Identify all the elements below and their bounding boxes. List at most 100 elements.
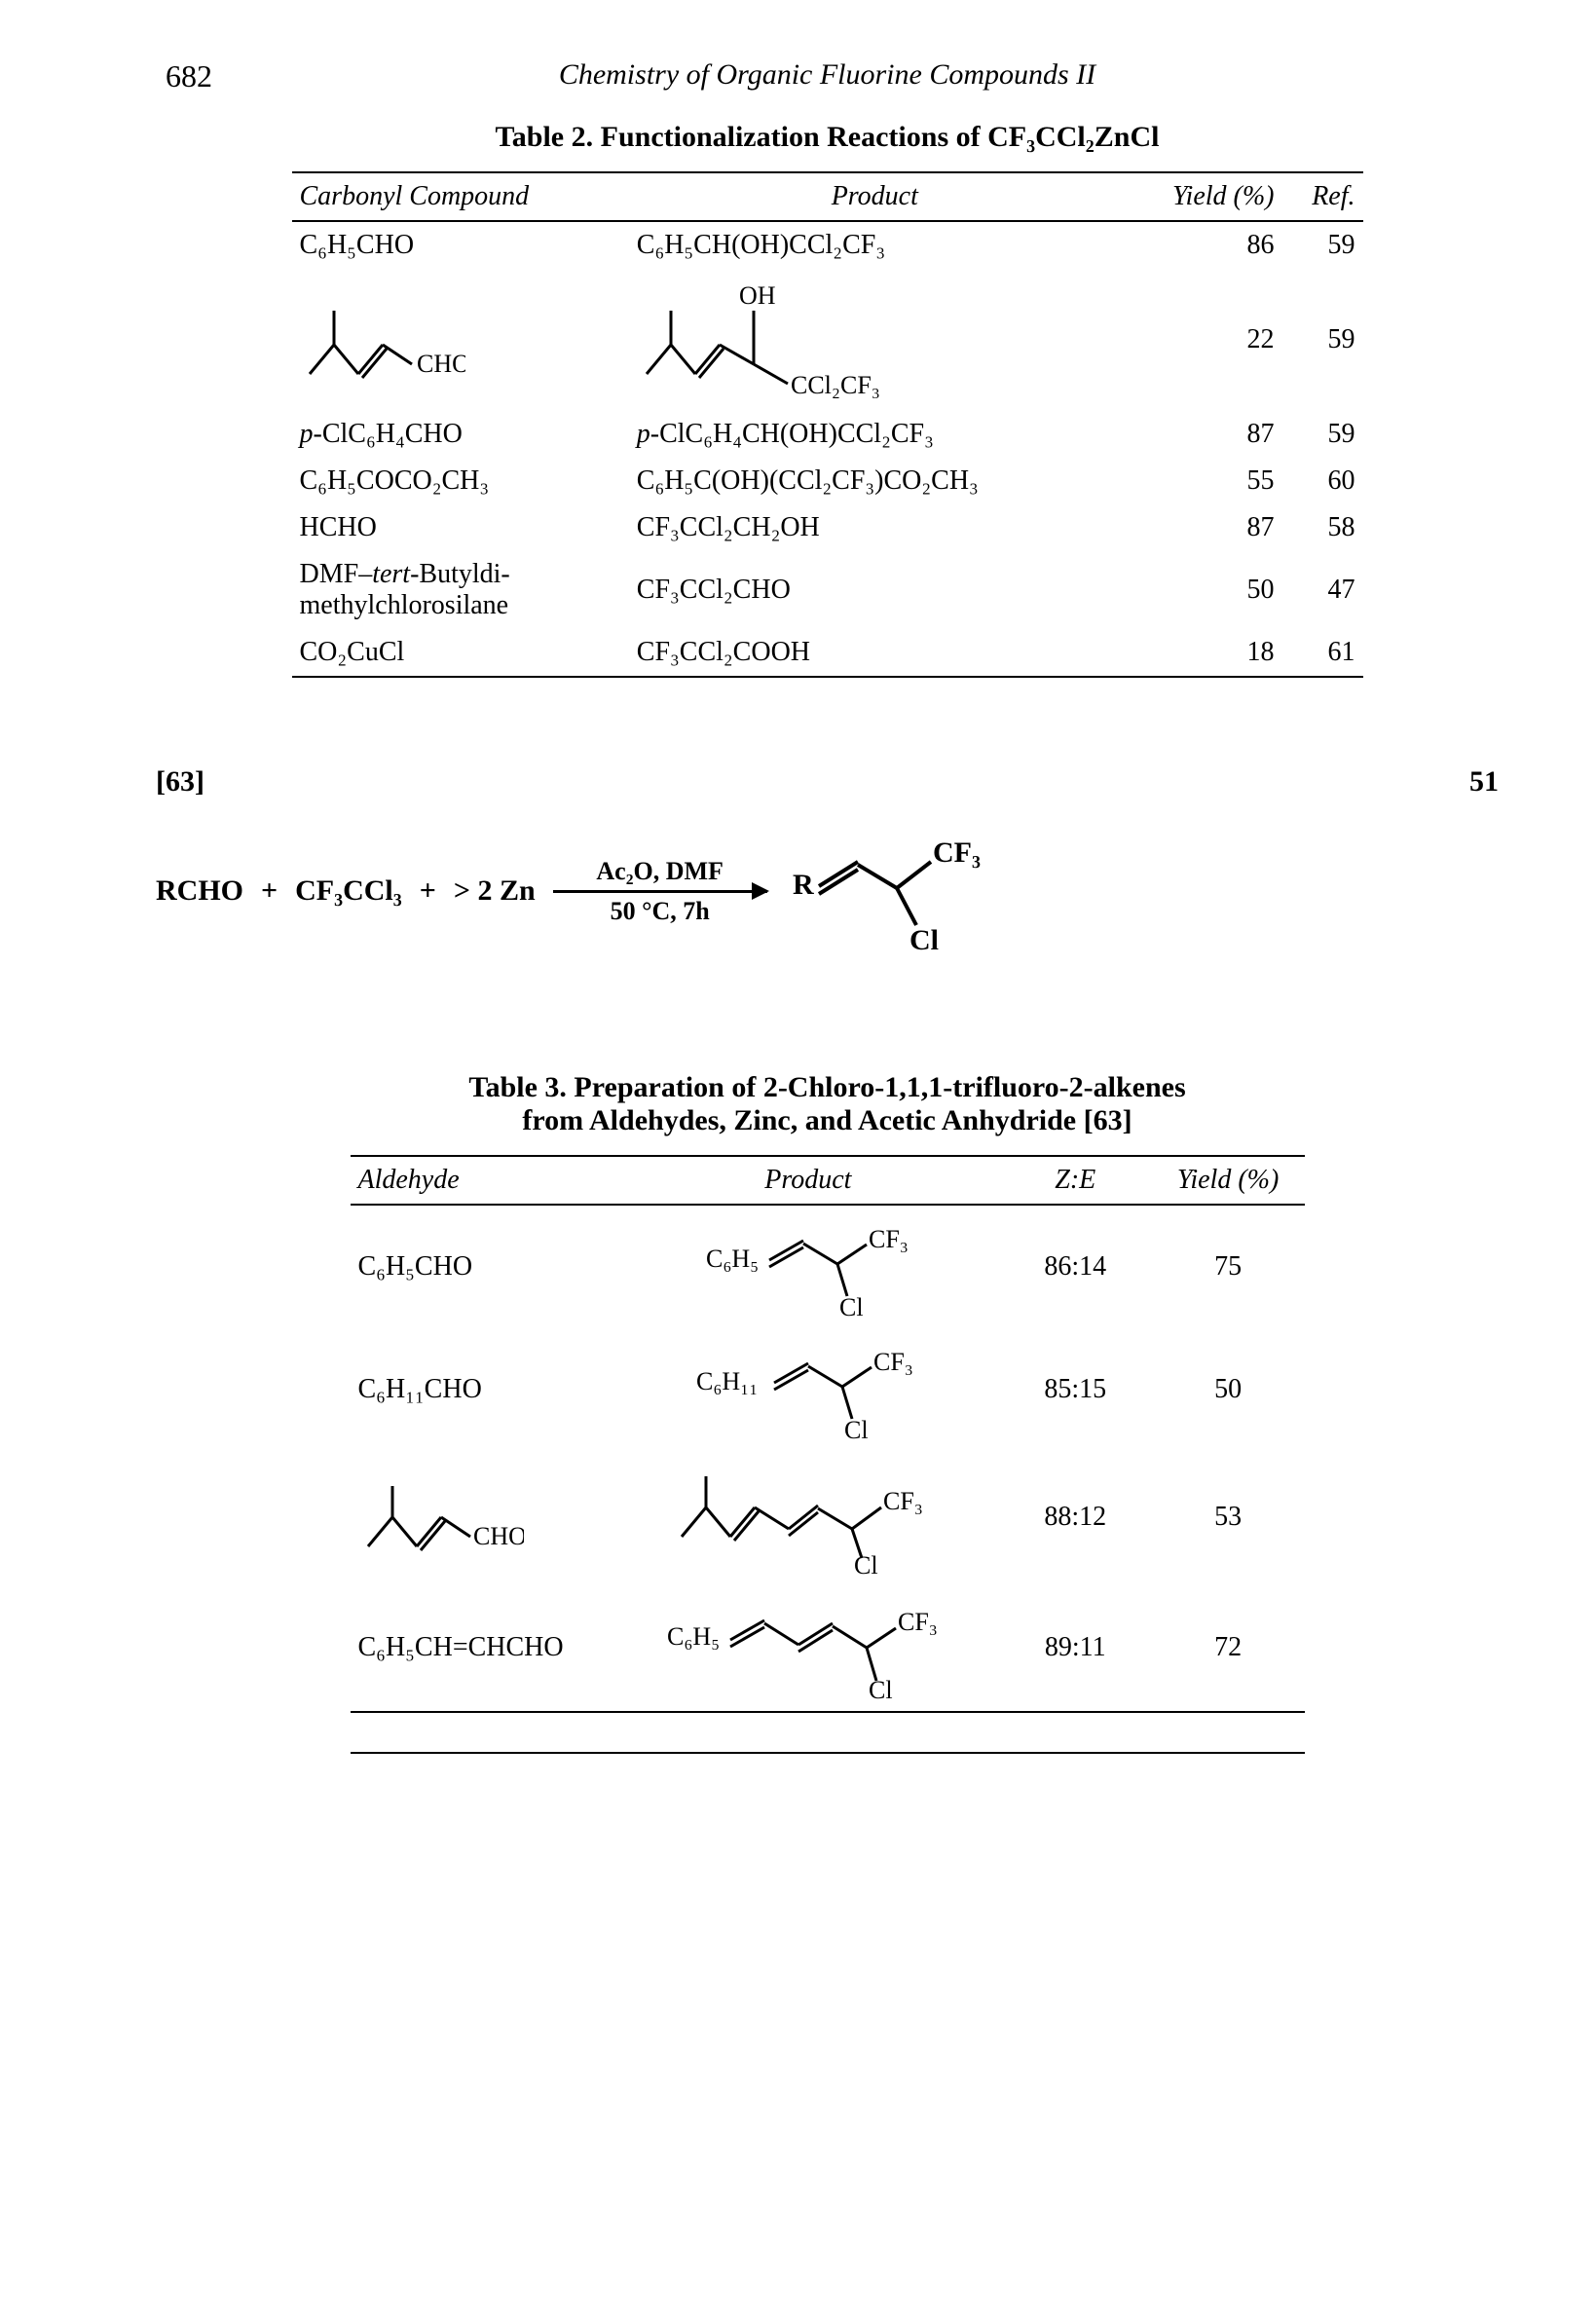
table3-bottom-rule bbox=[351, 1752, 1305, 1754]
s-lhs-0: RCHO bbox=[156, 874, 243, 908]
svg-text:C₆H₅: C₆H₅ bbox=[706, 1245, 759, 1273]
s-lhs-3: + bbox=[420, 874, 436, 908]
table3: Aldehyde Product Z:E Yield (%) C₆H₅CHO C… bbox=[351, 1155, 1305, 1713]
t3-cap-2: from Aldehydes, Zinc, and Acetic Anhydri… bbox=[522, 1104, 1132, 1136]
citronellal-cho-svg: CHO bbox=[300, 286, 465, 393]
t3-r4c4: 72 bbox=[1152, 1583, 1305, 1712]
vinyl-conj-svg: C₆H₅ CF₃ Cl bbox=[667, 1591, 949, 1703]
t2-r4c2: C₆H₅C(OH)(CCl₂CF₃)CO₂CH₃ bbox=[629, 458, 1121, 504]
t2-r3c1: p-ClC₆H₄CHO bbox=[292, 411, 629, 458]
reaction-arrow: Ac₂O, DMF 50 °C, 7h bbox=[553, 857, 767, 926]
t2-r4c3: 55 bbox=[1121, 458, 1282, 504]
scheme-51: [63] 51 bbox=[156, 765, 1499, 799]
t2-r6c3: 50 bbox=[1121, 551, 1282, 629]
t2-r5c3: 87 bbox=[1121, 504, 1282, 551]
t3-r4c2: C₆H₅ CF₃ Cl bbox=[617, 1583, 999, 1712]
t3-r2c1: C₆H₁₁CHO bbox=[351, 1328, 617, 1451]
t3-r3c2: CF₃ Cl bbox=[617, 1451, 999, 1583]
t2-r6c2: CF₃CCl₂CHO bbox=[629, 551, 1121, 629]
svg-text:Cl: Cl bbox=[844, 1416, 869, 1443]
t3-r3c1: CHO bbox=[351, 1451, 617, 1583]
t2-r3c2: p-ClC₆H₄CH(OH)CCl₂CF₃ bbox=[629, 411, 1121, 458]
svg-text:CF₃: CF₃ bbox=[898, 1608, 938, 1636]
t2-r1c3: 86 bbox=[1121, 221, 1282, 269]
running-head: Chemistry of Organic Fluorine Compounds … bbox=[156, 58, 1499, 92]
table3-caption: Table 3. Preparation of 2-Chloro-1,1,1-t… bbox=[156, 1071, 1499, 1137]
t3-cap-1: Table 3. Preparation of 2-Chloro-1,1,1-t… bbox=[468, 1071, 1185, 1103]
t3-h2: Product bbox=[617, 1156, 999, 1205]
t2-r7c1: CO₂CuCl bbox=[292, 629, 629, 677]
table2: Carbonyl Compound Product Yield (%) Ref.… bbox=[292, 171, 1363, 678]
svg-text:CF₃: CF₃ bbox=[869, 1225, 909, 1253]
t2-r6c1: DMF–tert-Butyldi-methylchlorosilane bbox=[292, 551, 629, 629]
svg-text:CCl₂CF₃: CCl₂CF₃ bbox=[791, 371, 880, 399]
arrow-line-icon bbox=[553, 890, 767, 893]
scheme-ref: [63] bbox=[156, 765, 243, 799]
t3-r1c1: C₆H₅CHO bbox=[351, 1205, 617, 1328]
t2-r7c3: 18 bbox=[1121, 629, 1282, 677]
t2-r3c4: 59 bbox=[1282, 411, 1363, 458]
svg-text:C₆H₁₁: C₆H₁₁ bbox=[696, 1367, 758, 1395]
svg-text:CF₃: CF₃ bbox=[933, 836, 981, 869]
t3-r3c3: 88:12 bbox=[999, 1451, 1152, 1583]
svg-text:C₆H₅: C₆H₅ bbox=[667, 1622, 720, 1651]
scheme-equation: RCHO + CF₃CCl₃ + > 2 Zn Ac₂O, DMF 50 °C,… bbox=[156, 828, 1499, 954]
t2-r5c1: HCHO bbox=[292, 504, 629, 551]
t2-r6c4: 47 bbox=[1282, 551, 1363, 629]
t3-r3c4: 53 bbox=[1152, 1451, 1305, 1583]
arrow-top: Ac₂O, DMF bbox=[596, 857, 724, 886]
t3-r4c1: C₆H₅CH=CHCHO bbox=[351, 1583, 617, 1712]
citronellal-svg-2: CHO bbox=[358, 1469, 524, 1566]
t3-r2c2: C₆H₁₁ CF₃ Cl bbox=[617, 1328, 999, 1451]
vinyl-svg-1: C₆H₅ CF₃ Cl bbox=[701, 1213, 915, 1320]
svg-text:R: R bbox=[793, 869, 814, 901]
t3-h3: Z:E bbox=[999, 1156, 1152, 1205]
t3-h1: Aldehyde bbox=[351, 1156, 617, 1205]
page-number: 682 bbox=[166, 58, 212, 94]
t2-r1c1: C₆H₅CHO bbox=[292, 221, 629, 269]
t2-r4c1: C₆H₅COCO₂CH₃ bbox=[292, 458, 629, 504]
svg-text:CF₃: CF₃ bbox=[883, 1487, 923, 1515]
t3-r4c3: 89:11 bbox=[999, 1583, 1152, 1712]
svg-text:OH: OH bbox=[739, 281, 776, 310]
t2-r2c1: CHO bbox=[292, 269, 629, 411]
t2-h3: Yield (%) bbox=[1121, 172, 1282, 221]
t2-r2c4: 59 bbox=[1282, 269, 1363, 411]
svg-text:Cl: Cl bbox=[839, 1293, 864, 1320]
t2-r4c4: 60 bbox=[1282, 458, 1363, 504]
table2-caption: Table 2. Functionalization Reactions of … bbox=[156, 121, 1499, 154]
citronellal-oh-svg: OH CCl₂CF₃ bbox=[637, 277, 890, 403]
vinyl-long-svg: CF₃ Cl bbox=[672, 1459, 945, 1576]
s-lhs-1: + bbox=[261, 874, 278, 908]
svg-text:Cl: Cl bbox=[909, 924, 939, 954]
t2-h4: Ref. bbox=[1282, 172, 1363, 221]
s-lhs-2: CF₃CCl₃ bbox=[295, 874, 402, 908]
t3-r2c3: 85:15 bbox=[999, 1328, 1152, 1451]
t2-r7c2: CF₃CCl₂COOH bbox=[629, 629, 1121, 677]
t3-r1c3: 86:14 bbox=[999, 1205, 1152, 1328]
t3-r1c2: C₆H₅ CF₃ Cl bbox=[617, 1205, 999, 1328]
svg-text:Cl: Cl bbox=[854, 1551, 878, 1576]
scheme-number: 51 bbox=[1440, 765, 1499, 799]
vinyl-svg-2: C₆H₁₁ CF₃ Cl bbox=[696, 1336, 920, 1443]
t2-h1: Carbonyl Compound bbox=[292, 172, 629, 221]
svg-text:Cl: Cl bbox=[869, 1676, 893, 1703]
t2-r1c4: 59 bbox=[1282, 221, 1363, 269]
t2-r1c2: C₆H₅CH(OH)CCl₂CF₃ bbox=[629, 221, 1121, 269]
svg-text:CHO: CHO bbox=[417, 350, 465, 378]
t3-h4: Yield (%) bbox=[1152, 1156, 1305, 1205]
scheme-product-svg: R CF₃ Cl bbox=[785, 828, 989, 954]
t3-r1c4: 75 bbox=[1152, 1205, 1305, 1328]
t2-r5c4: 58 bbox=[1282, 504, 1363, 551]
t2-r2c2: OH CCl₂CF₃ bbox=[629, 269, 1121, 411]
t2-r2c3: 22 bbox=[1121, 269, 1282, 411]
t2-h2: Product bbox=[629, 172, 1121, 221]
t2-r7c4: 61 bbox=[1282, 629, 1363, 677]
arrow-bottom: 50 °C, 7h bbox=[611, 897, 710, 926]
t2-r5c2: CF₃CCl₂CH₂OH bbox=[629, 504, 1121, 551]
s-lhs-4: > 2 Zn bbox=[454, 874, 536, 908]
t3-r2c4: 50 bbox=[1152, 1328, 1305, 1451]
svg-text:CF₃: CF₃ bbox=[873, 1348, 913, 1376]
svg-text:CHO: CHO bbox=[473, 1522, 524, 1550]
t2-r3c3: 87 bbox=[1121, 411, 1282, 458]
